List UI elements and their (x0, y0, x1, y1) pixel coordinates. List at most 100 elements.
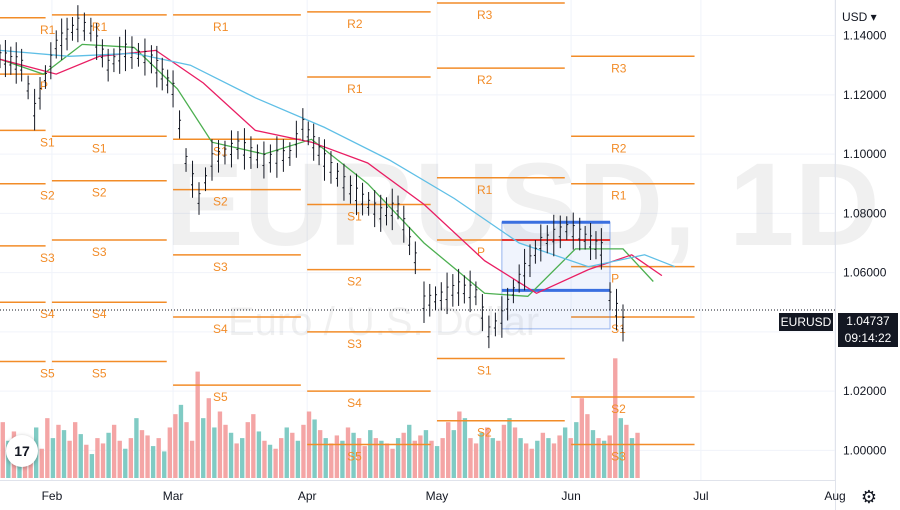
pivot-label: S2 (611, 402, 626, 416)
volume-bar (562, 427, 568, 478)
volume-bar (323, 438, 328, 478)
pivot-label: S5 (92, 366, 107, 380)
volume-bar (356, 438, 362, 478)
volume-bar (434, 446, 440, 478)
volume-bar (546, 438, 551, 478)
pivot-label: R2 (347, 17, 363, 31)
volume-bar (362, 446, 367, 478)
pivot-label: R1 (611, 189, 627, 203)
volume-bar (601, 440, 607, 478)
moving-average-line (0, 43, 654, 297)
volume-bar (440, 438, 445, 478)
volume-bar (473, 443, 479, 478)
time-tick-label: Apr (298, 489, 317, 503)
volume-bar (123, 448, 128, 478)
price-tick-label: 1.00000 (843, 443, 887, 457)
volume-bar (100, 443, 106, 478)
bar-countdown: 09:14:22 (844, 331, 892, 345)
volume-bar (72, 422, 78, 478)
volume-bar (167, 427, 173, 478)
currency-selector[interactable]: USD ▾ (842, 10, 877, 24)
pivot-label: P (40, 79, 48, 93)
volume-bar (618, 418, 624, 478)
watermark-symbol: EURUSD, 1D (165, 139, 880, 271)
pivot-label: P (477, 245, 485, 259)
tradingview-logo[interactable]: 17 (6, 435, 38, 467)
pivot-label: S2 (347, 275, 362, 289)
pivot-label: R1 (92, 20, 108, 34)
volume-bar (223, 424, 228, 478)
pivot-label: R3 (611, 61, 627, 75)
pivot-label: R1 (347, 82, 363, 96)
volume-bar (178, 404, 184, 478)
volume-bar (84, 444, 89, 478)
volume-bar (468, 438, 473, 478)
volume-bar (412, 440, 417, 478)
volume-bar (501, 424, 507, 478)
volume-bar (117, 440, 122, 478)
time-tick-label: Jul (693, 489, 708, 503)
volume-bar (512, 427, 518, 478)
volume-profile (501, 220, 611, 330)
volume-bar (173, 414, 178, 478)
pivot-label: S5 (213, 390, 228, 404)
volume-bar (256, 431, 262, 478)
volume-bar (139, 430, 145, 478)
volume-bar (535, 440, 540, 478)
candles (0, 5, 625, 349)
volume-bar (251, 414, 256, 478)
volume-bar (607, 435, 612, 478)
volume-bar (629, 438, 635, 478)
volume-bar (451, 430, 456, 478)
time-axis[interactable]: Feb Mar Apr May Jun Jul Aug (42, 489, 846, 503)
volume-bar (585, 414, 590, 478)
volume-bar (613, 358, 618, 478)
volume-bar (290, 432, 295, 478)
volume-bar (457, 411, 462, 478)
volume-bar (201, 418, 206, 478)
pivot-points: R1 P S1 S2 S3 S4 S5 R1 S1 S2 S3 S4 S5 R1 S1 S2 S3 S4 S5 R2 R… (0, 2, 695, 463)
volume-bar (89, 454, 95, 478)
volume-bar (67, 440, 72, 478)
pivot-label: S1 (477, 364, 492, 378)
pivot-label: S1 (611, 322, 626, 336)
pivot-label: R2 (477, 73, 493, 87)
volume-histogram (0, 358, 640, 478)
pivot-label: S4 (92, 307, 107, 321)
volume-bar (334, 435, 340, 478)
volume-bar (635, 432, 640, 478)
volume-bar (240, 438, 245, 478)
volume-bar (106, 432, 111, 478)
volume-bar (56, 424, 61, 478)
volume-bar (624, 424, 629, 478)
volume-bar (50, 438, 56, 478)
volume-bar (212, 427, 217, 478)
price-tick-label: 1.02000 (843, 384, 887, 398)
profile-box (501, 221, 611, 330)
pivot-label: S3 (40, 251, 55, 265)
volume-bar (195, 371, 200, 478)
volume-bar (379, 440, 384, 478)
volume-bar (390, 448, 395, 478)
price-tick-label: 1.08000 (843, 206, 887, 220)
volume-bar (189, 440, 195, 478)
pivot-label: S1 (40, 135, 55, 149)
volume-bar (278, 438, 284, 478)
volume-bar (590, 430, 596, 478)
volume-bar (462, 418, 468, 478)
volume-bar (150, 446, 156, 478)
watermark-description: Euro / U.S. Dollar (228, 300, 539, 344)
pivot-label: S3 (213, 260, 228, 274)
volume-bar (551, 443, 557, 478)
last-price-value: 1.04737 (846, 314, 890, 328)
pivot-label: R3 (477, 8, 493, 22)
volume-bar (78, 434, 83, 478)
volume-bar (373, 438, 379, 478)
price-axis[interactable]: 1.140001.120001.100001.080001.060001.040… (843, 29, 887, 458)
gear-icon[interactable]: ⚙ (860, 487, 878, 507)
volume-bar (351, 432, 356, 478)
pivot-label: S4 (40, 307, 55, 321)
volume-bar (301, 424, 306, 478)
volume-bar (479, 432, 484, 478)
